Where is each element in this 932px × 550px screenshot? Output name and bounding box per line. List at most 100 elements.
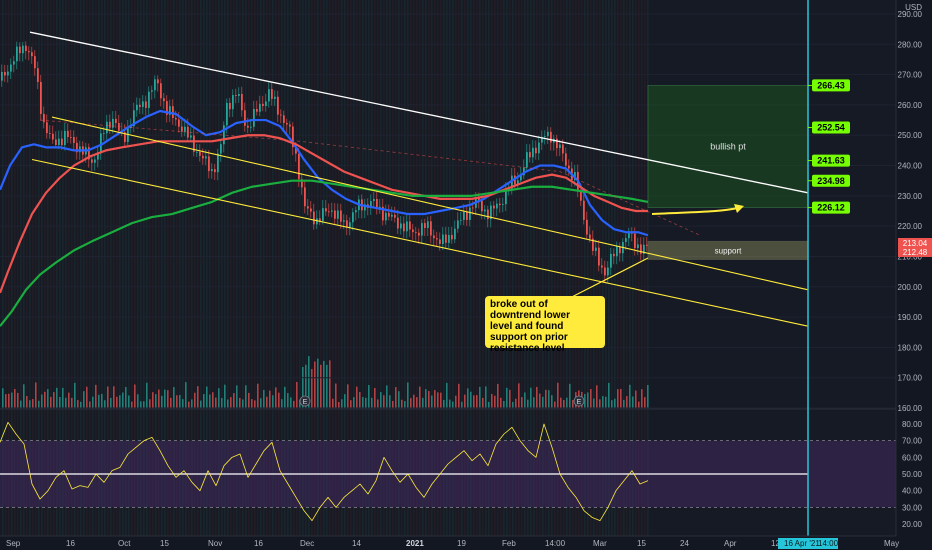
volume-bar	[602, 396, 604, 408]
trendline[interactable]	[51, 116, 809, 291]
candle-body	[73, 137, 75, 143]
volume-stripe	[254, 0, 256, 536]
indicator-series	[0, 109, 701, 522]
time-tick: Mar	[593, 539, 607, 548]
trendlines[interactable]	[29, 31, 809, 327]
volume-stripe	[143, 0, 145, 536]
candle-body	[454, 228, 456, 240]
price-target-tag[interactable]	[812, 174, 850, 187]
volume-bar	[380, 392, 382, 408]
volume-stripe	[317, 0, 319, 536]
volume-bar	[410, 398, 412, 408]
volume-bar	[587, 392, 589, 408]
last-price-tags: 213.04 212.48	[898, 238, 932, 257]
rsi-tick: 20.00	[902, 520, 923, 529]
volume-bar	[197, 386, 199, 408]
price-target-tag[interactable]	[812, 121, 850, 134]
volume-bar	[611, 400, 613, 408]
price-target-tag[interactable]	[812, 201, 850, 214]
candle-body	[292, 126, 294, 148]
candle-body	[397, 217, 399, 229]
volume-bar	[527, 399, 529, 408]
candle-body	[502, 204, 504, 205]
time-axis[interactable]: Sep 16 Oct 15 Nov 16 Dec 14 2021 19 Feb 14:00 Mar 15 2…	[0, 535, 932, 550]
volume-bar	[329, 360, 331, 408]
volume-stripe	[146, 0, 148, 536]
volume-stripe	[35, 0, 37, 536]
volume-bar	[131, 401, 133, 408]
volume-bar	[35, 382, 37, 408]
volume-bar	[320, 364, 322, 408]
price-axis[interactable]: USD 290.00 280.00 270.00 260.00 250.00 240.00…	[895, 0, 932, 550]
rsi-pane	[0, 408, 896, 508]
rsi-line	[0, 421, 649, 522]
volume-stripe	[284, 0, 286, 536]
candle-body	[592, 238, 594, 251]
volume-bar	[449, 399, 451, 408]
candle-body	[394, 214, 396, 218]
volume-bar	[362, 397, 364, 408]
volume-stripe	[398, 0, 400, 536]
candle-body	[289, 124, 291, 127]
price-target-tag[interactable]	[812, 79, 850, 92]
candle-body	[535, 147, 537, 154]
volume-bar	[227, 399, 229, 408]
volume-bar	[107, 386, 109, 408]
price-target-label: 241.63	[817, 156, 845, 166]
candle-body	[256, 108, 258, 112]
callout-box[interactable]: broke out of downtrend lower level and f…	[485, 296, 605, 354]
volume-bar	[122, 392, 124, 408]
candle-body	[373, 198, 375, 202]
candle-body	[280, 114, 282, 116]
candle-body	[346, 220, 348, 228]
candle-body	[349, 222, 351, 228]
candle-body	[154, 79, 156, 91]
earnings-marker[interactable]: E	[573, 395, 585, 407]
volume-bar	[299, 399, 301, 408]
volume-stripe	[455, 0, 457, 536]
candle-body	[583, 200, 585, 220]
volume-stripe	[137, 0, 139, 536]
volume-stripe	[452, 0, 454, 536]
volume-stripe	[443, 0, 445, 536]
breakout-arrow[interactable]	[651, 207, 739, 215]
candle-body	[259, 103, 261, 112]
trendline[interactable]	[31, 158, 809, 327]
volume-stripe	[557, 0, 559, 536]
candle-body	[217, 153, 219, 173]
volume-bar	[26, 396, 28, 408]
time-tick: May	[884, 539, 899, 548]
candle-body	[565, 153, 567, 166]
candle-body	[487, 209, 489, 220]
volume-stripe	[89, 0, 91, 536]
candle-body	[223, 125, 225, 145]
volume-bar	[371, 397, 373, 408]
volume-bar	[98, 394, 100, 408]
volume-bar	[116, 396, 118, 408]
candle-body	[628, 232, 630, 239]
earnings-marker[interactable]: E	[299, 395, 311, 407]
volume-stripe	[422, 0, 424, 536]
volume-stripe	[107, 0, 109, 536]
volume-bar	[194, 392, 196, 408]
volume-bar	[41, 394, 43, 408]
candle-body	[232, 95, 234, 110]
candle-body	[115, 118, 117, 124]
volume-bar	[245, 385, 247, 408]
volume-bar	[77, 400, 79, 408]
trendline[interactable]	[29, 31, 809, 194]
volume-bar	[161, 395, 163, 408]
candle-body	[250, 126, 252, 128]
price-candles	[1, 41, 648, 283]
candle-body	[196, 151, 198, 153]
moving-average-line	[0, 134, 648, 294]
volume-bar	[332, 398, 334, 408]
price-target-tag[interactable]	[812, 154, 850, 167]
volume-stripe	[554, 0, 556, 536]
candle-body	[34, 56, 36, 69]
volume-bar	[404, 401, 406, 408]
volume-bar	[368, 385, 370, 408]
volume-stripe	[560, 0, 562, 536]
volume-stripe	[266, 0, 268, 536]
